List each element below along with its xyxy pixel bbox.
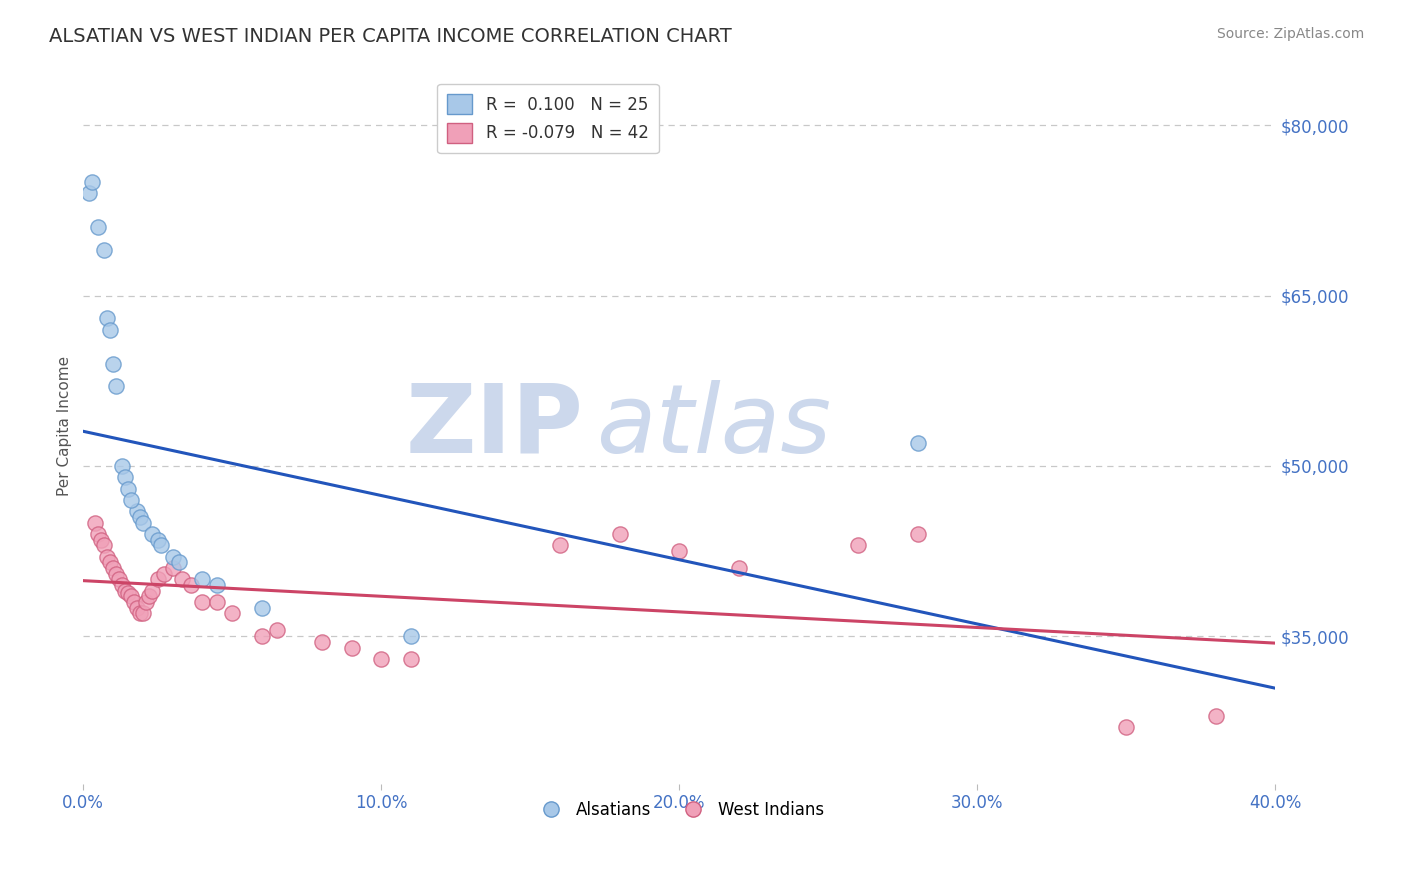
- Point: [108, 573, 131, 587]
- Point: [90, 533, 112, 547]
- Point: [221, 607, 243, 621]
- Point: [207, 578, 229, 592]
- Point: [728, 561, 751, 575]
- Point: [82, 175, 104, 189]
- Point: [340, 640, 363, 655]
- Point: [87, 220, 110, 235]
- Point: [117, 586, 139, 600]
- Point: [120, 492, 142, 507]
- Point: [114, 470, 136, 484]
- Point: [98, 555, 121, 569]
- Point: [170, 573, 193, 587]
- Point: [111, 578, 134, 592]
- Point: [129, 607, 152, 621]
- Point: [250, 600, 273, 615]
- Point: [141, 527, 163, 541]
- Point: [609, 527, 631, 541]
- Text: Source: ZipAtlas.com: Source: ZipAtlas.com: [1216, 27, 1364, 41]
- Point: [548, 538, 571, 552]
- Point: [117, 482, 139, 496]
- Point: [98, 323, 121, 337]
- Point: [96, 549, 118, 564]
- Point: [1115, 720, 1137, 734]
- Point: [907, 436, 929, 450]
- Point: [132, 516, 155, 530]
- Point: [101, 561, 124, 575]
- Point: [87, 527, 110, 541]
- Legend: Alsatians, West Indians: Alsatians, West Indians: [527, 794, 831, 825]
- Point: [399, 629, 422, 643]
- Point: [250, 629, 273, 643]
- Point: [105, 566, 128, 581]
- Point: [105, 379, 128, 393]
- Point: [370, 652, 392, 666]
- Point: [125, 504, 148, 518]
- Y-axis label: Per Capita Income: Per Capita Income: [58, 356, 72, 496]
- Point: [120, 590, 142, 604]
- Point: [101, 357, 124, 371]
- Point: [138, 590, 160, 604]
- Point: [77, 186, 100, 201]
- Point: [191, 595, 214, 609]
- Point: [84, 516, 107, 530]
- Point: [122, 595, 145, 609]
- Point: [141, 583, 163, 598]
- Point: [207, 595, 229, 609]
- Point: [167, 555, 190, 569]
- Point: [132, 607, 155, 621]
- Point: [180, 578, 202, 592]
- Point: [846, 538, 869, 552]
- Point: [135, 595, 157, 609]
- Point: [266, 624, 288, 638]
- Point: [125, 600, 148, 615]
- Point: [191, 573, 214, 587]
- Point: [152, 566, 174, 581]
- Point: [162, 549, 184, 564]
- Point: [96, 311, 118, 326]
- Point: [399, 652, 422, 666]
- Text: atlas: atlas: [596, 380, 831, 473]
- Point: [93, 538, 115, 552]
- Point: [146, 533, 169, 547]
- Point: [1205, 708, 1227, 723]
- Point: [907, 527, 929, 541]
- Point: [93, 243, 115, 257]
- Point: [311, 635, 333, 649]
- Text: ALSATIAN VS WEST INDIAN PER CAPITA INCOME CORRELATION CHART: ALSATIAN VS WEST INDIAN PER CAPITA INCOM…: [49, 27, 733, 45]
- Point: [129, 510, 152, 524]
- Point: [111, 458, 134, 473]
- Point: [149, 538, 172, 552]
- Point: [668, 544, 690, 558]
- Point: [114, 583, 136, 598]
- Point: [162, 561, 184, 575]
- Point: [146, 573, 169, 587]
- Text: ZIP: ZIP: [406, 380, 583, 473]
